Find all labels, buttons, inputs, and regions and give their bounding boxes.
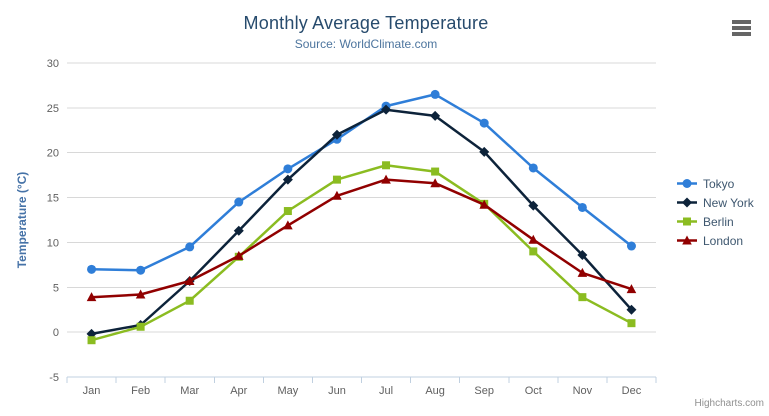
data-point-marker[interactable] xyxy=(682,179,692,188)
data-point-marker[interactable] xyxy=(87,336,96,345)
chart-title: Monthly Average Temperature xyxy=(243,13,489,33)
hamburger-icon xyxy=(732,20,751,24)
legend-item-new-york[interactable]: New York xyxy=(676,193,754,212)
data-point-marker[interactable] xyxy=(136,265,146,275)
data-point-marker[interactable] xyxy=(577,202,587,212)
legend-item-tokyo[interactable]: Tokyo xyxy=(676,174,754,193)
data-point-marker[interactable] xyxy=(283,207,292,216)
legend-label: Tokyo xyxy=(703,176,735,191)
data-point-marker[interactable] xyxy=(86,292,97,302)
legend-label: New York xyxy=(703,195,754,210)
data-point-marker[interactable] xyxy=(479,118,489,128)
series-line xyxy=(90,164,633,342)
series-new-york[interactable] xyxy=(86,104,637,339)
hamburger-icon xyxy=(732,32,751,36)
y-tick-label: 25 xyxy=(47,103,59,115)
y-tick-label: 30 xyxy=(47,58,59,70)
legend-diamond-marker-icon xyxy=(677,197,697,208)
y-tick-label: 0 xyxy=(53,327,59,339)
y-tick-label: 15 xyxy=(47,193,59,205)
y-axis-title: Temperature (°C) xyxy=(15,172,29,269)
data-point-marker[interactable] xyxy=(626,241,636,251)
data-point-marker[interactable] xyxy=(184,276,195,286)
data-point-marker[interactable] xyxy=(578,293,587,302)
y-tick-label: 20 xyxy=(47,148,59,160)
data-point-marker[interactable] xyxy=(331,129,342,140)
data-point-marker[interactable] xyxy=(430,110,441,121)
data-point-marker[interactable] xyxy=(479,199,490,209)
x-tick-label: May xyxy=(277,385,298,397)
data-point-marker[interactable] xyxy=(234,197,244,207)
legend-label: London xyxy=(703,233,744,248)
data-point-marker[interactable] xyxy=(332,175,341,184)
data-point-marker[interactable] xyxy=(626,304,637,315)
y-tick-label: 10 xyxy=(47,237,59,249)
x-tick-label: Nov xyxy=(573,385,593,397)
data-point-marker[interactable] xyxy=(382,161,391,170)
data-point-marker[interactable] xyxy=(87,264,97,274)
data-point-marker[interactable] xyxy=(529,247,538,256)
y-tick-label: -5 xyxy=(49,372,59,384)
x-tick-label: Oct xyxy=(525,385,542,397)
legend-item-london[interactable]: London xyxy=(676,231,754,250)
series-line xyxy=(90,108,633,336)
data-point-marker[interactable] xyxy=(332,190,342,200)
x-tick-label: Aug xyxy=(425,385,445,397)
legend-square-marker-icon xyxy=(677,217,697,226)
data-point-marker[interactable] xyxy=(479,146,490,157)
chart-subtitle: Source: WorldClimate.com xyxy=(294,37,438,51)
legend-circle-marker-icon xyxy=(677,179,697,188)
x-tick-label: Jan xyxy=(83,385,101,397)
data-point-marker[interactable] xyxy=(185,296,194,305)
data-point-marker[interactable] xyxy=(431,167,440,176)
x-tick-label: Jun xyxy=(328,385,346,397)
series-line xyxy=(90,93,633,272)
x-tick-label: Feb xyxy=(131,385,150,397)
data-point-marker[interactable] xyxy=(430,89,440,99)
data-point-marker[interactable] xyxy=(381,104,392,115)
legend-label: Berlin xyxy=(703,214,734,229)
data-point-marker[interactable] xyxy=(627,319,636,328)
data-point-marker[interactable] xyxy=(430,178,440,188)
export-menu-button[interactable] xyxy=(732,20,751,36)
series-tokyo[interactable] xyxy=(87,89,636,275)
data-point-marker[interactable] xyxy=(136,322,145,331)
data-point-marker[interactable] xyxy=(528,163,538,173)
y-tick-label: 5 xyxy=(53,282,59,294)
series-london[interactable] xyxy=(86,174,637,302)
data-point-marker[interactable] xyxy=(682,197,692,208)
data-point-marker[interactable] xyxy=(626,284,637,294)
series-line xyxy=(90,178,633,299)
data-point-marker[interactable] xyxy=(283,220,293,230)
x-tick-label: Dec xyxy=(622,385,642,397)
x-tick-label: Mar xyxy=(180,385,199,397)
legend: Tokyo New York Berlin London xyxy=(676,174,754,250)
legend-triangle-marker-icon xyxy=(677,235,697,245)
data-point-marker[interactable] xyxy=(381,174,391,184)
data-point-marker[interactable] xyxy=(282,174,293,185)
hamburger-icon xyxy=(732,26,751,30)
data-point-marker[interactable] xyxy=(577,249,588,260)
x-tick-label: Sep xyxy=(474,385,494,397)
data-point-marker[interactable] xyxy=(577,267,588,277)
data-point-marker[interactable] xyxy=(528,234,539,244)
legend-item-berlin[interactable]: Berlin xyxy=(676,212,754,231)
data-point-marker[interactable] xyxy=(283,164,293,174)
highcharts-credit-link[interactable]: Highcharts.com xyxy=(694,398,764,409)
data-point-marker[interactable] xyxy=(233,250,244,260)
data-point-marker[interactable] xyxy=(233,225,244,236)
data-point-marker[interactable] xyxy=(185,242,195,252)
series-berlin[interactable] xyxy=(87,161,636,345)
data-point-marker[interactable] xyxy=(683,217,691,226)
data-point-marker[interactable] xyxy=(682,235,692,245)
x-tick-label: Apr xyxy=(230,385,247,397)
data-point-marker[interactable] xyxy=(528,200,539,211)
data-point-marker[interactable] xyxy=(135,289,146,299)
x-tick-label: Jul xyxy=(379,385,393,397)
